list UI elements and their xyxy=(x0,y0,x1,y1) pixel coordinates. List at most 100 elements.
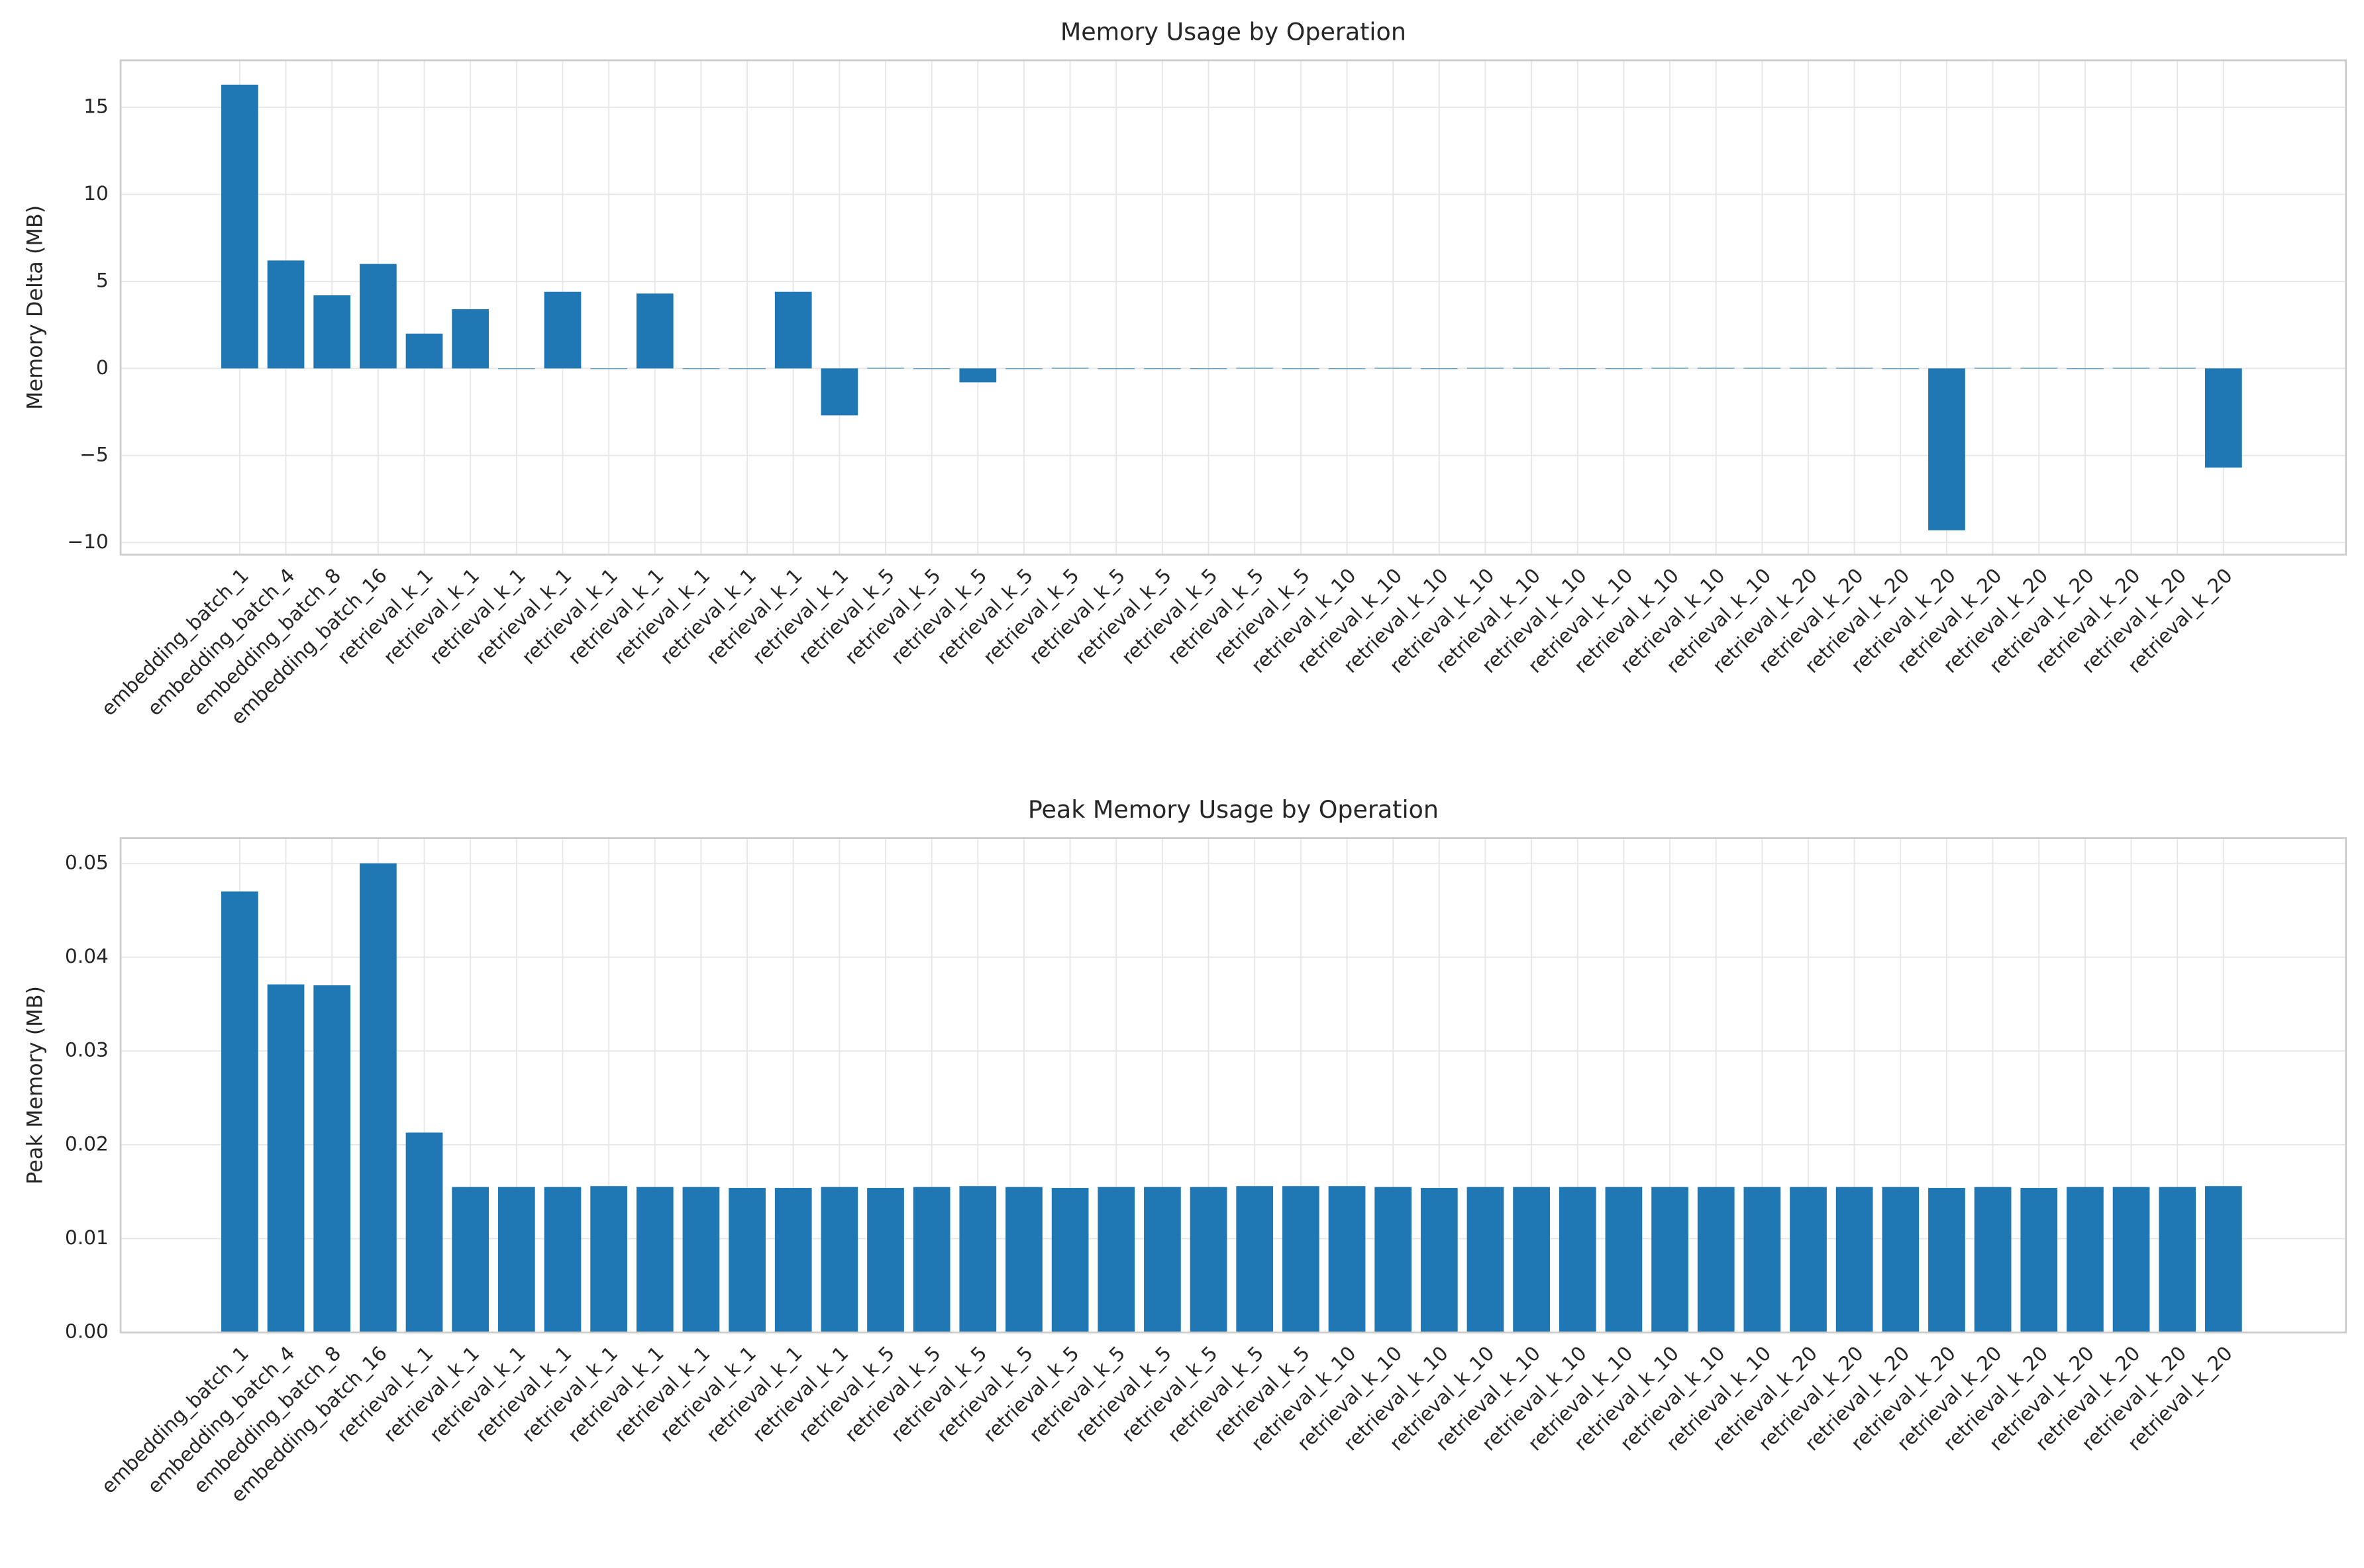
bar xyxy=(267,984,305,1333)
bar xyxy=(2067,1187,2104,1333)
bar xyxy=(1098,1187,1135,1333)
chart-title: Memory Usage by Operation xyxy=(1060,18,1406,46)
bar xyxy=(682,368,720,369)
bar xyxy=(267,260,305,369)
bar xyxy=(497,368,535,369)
bar xyxy=(1005,368,1043,369)
bar xyxy=(1466,368,1504,369)
bar xyxy=(1051,368,1089,369)
y-tick-label: −10 xyxy=(67,530,108,553)
bar xyxy=(1790,368,1827,369)
bar xyxy=(2112,1187,2150,1333)
bar xyxy=(1697,1187,1735,1333)
bar xyxy=(2205,368,2242,468)
bar xyxy=(682,1187,720,1333)
y-tick-label: 0.04 xyxy=(65,945,109,967)
bar xyxy=(1513,1187,1550,1333)
bar xyxy=(452,1187,489,1333)
bar xyxy=(821,368,858,416)
y-tick-label: 5 xyxy=(96,269,109,291)
bar xyxy=(452,309,489,369)
bar xyxy=(1605,368,1643,369)
bar xyxy=(913,368,951,369)
bar xyxy=(1559,1187,1596,1333)
bar xyxy=(1882,368,1920,369)
bar xyxy=(1697,368,1735,369)
bar xyxy=(821,1187,858,1333)
bar xyxy=(774,1188,812,1333)
bar xyxy=(1835,1187,1873,1333)
bar xyxy=(544,1187,582,1333)
bar xyxy=(1928,368,1965,530)
y-tick-label: 0.05 xyxy=(65,851,109,873)
bar xyxy=(221,891,258,1333)
bar xyxy=(1743,1187,1781,1333)
bar xyxy=(636,1187,674,1333)
bar xyxy=(2159,1187,2196,1333)
plot-frame xyxy=(119,59,2347,556)
bar xyxy=(1374,368,1412,369)
bar xyxy=(2020,1188,2058,1333)
bar xyxy=(1974,1187,2012,1333)
bar xyxy=(405,1132,443,1333)
y-axis-label: Peak Memory (MB) xyxy=(23,986,48,1185)
bar xyxy=(959,1186,997,1333)
bar xyxy=(497,1187,535,1333)
bar xyxy=(1328,368,1366,369)
chart: Peak Memory Usage by Operation Peak Memor… xyxy=(23,795,2347,1506)
y-tick-label: 0.01 xyxy=(65,1226,109,1249)
bar xyxy=(1005,1187,1043,1333)
bar xyxy=(1374,1187,1412,1333)
bar xyxy=(729,368,766,369)
bar xyxy=(867,368,904,369)
bar xyxy=(867,1188,904,1333)
chart-title: Peak Memory Usage by Operation xyxy=(1028,795,1439,824)
bar xyxy=(2159,368,2196,369)
y-tick-label: 0.02 xyxy=(65,1132,109,1155)
y-axis-label: Memory Delta (MB) xyxy=(23,205,48,410)
bar xyxy=(544,291,582,369)
bar xyxy=(359,264,397,369)
bar xyxy=(1190,368,1227,369)
bar xyxy=(1098,368,1135,369)
bar xyxy=(590,368,627,369)
bar xyxy=(1466,1187,1504,1333)
bar xyxy=(1420,1188,1458,1333)
bar xyxy=(1974,368,2012,369)
bar xyxy=(1835,368,1873,369)
bar xyxy=(1144,368,1181,369)
bar xyxy=(1743,368,1781,369)
bar xyxy=(1051,1188,1089,1333)
bar xyxy=(1190,1187,1227,1333)
bar xyxy=(2205,1186,2242,1333)
bar xyxy=(1651,1187,1688,1333)
y-tick-label: 0 xyxy=(96,356,109,379)
bar xyxy=(221,84,258,369)
bar xyxy=(2067,368,2104,369)
bar xyxy=(774,291,812,369)
bar xyxy=(405,333,443,369)
bar xyxy=(1651,368,1688,369)
bar xyxy=(913,1187,951,1333)
bar xyxy=(959,368,997,383)
y-tick-label: 15 xyxy=(83,95,109,118)
y-tick-label: −5 xyxy=(79,443,109,466)
bar xyxy=(1559,368,1596,369)
bar xyxy=(1928,1188,1965,1333)
bar xyxy=(1144,1187,1181,1333)
bar xyxy=(313,295,351,369)
bar xyxy=(1328,1186,1366,1333)
bar xyxy=(313,985,351,1333)
bar xyxy=(590,1186,627,1333)
bar xyxy=(1790,1187,1827,1333)
y-tick-label: 0.00 xyxy=(65,1320,109,1343)
bar xyxy=(1236,368,1274,369)
bar xyxy=(1513,368,1550,369)
bar xyxy=(2112,368,2150,369)
bar xyxy=(2020,368,2058,369)
plot-frame xyxy=(119,837,2347,1334)
bar xyxy=(1420,368,1458,369)
bar xyxy=(1282,368,1319,369)
bar xyxy=(1236,1186,1274,1333)
